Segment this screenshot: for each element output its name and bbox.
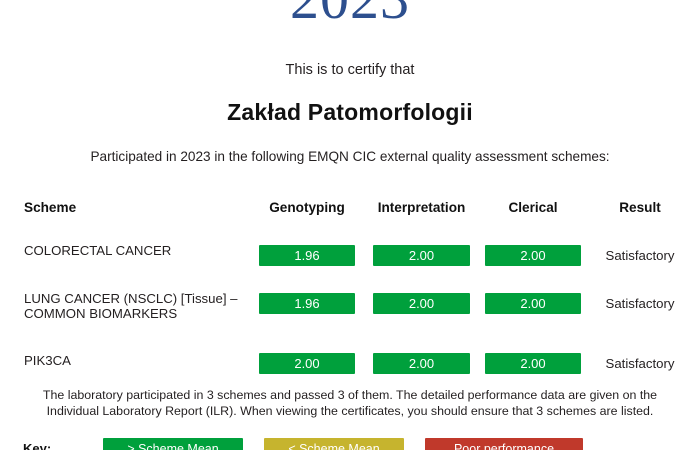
score-genotyping: 2.00 <box>259 353 355 374</box>
score-interpretation: 2.00 <box>373 293 470 314</box>
participation-statement: Participated in 2023 in the following EM… <box>90 149 610 164</box>
score-clerical: 2.00 <box>485 353 581 374</box>
score-clerical: 2.00 <box>485 245 581 266</box>
table-header-row: Scheme Genotyping Interpretation Clerica… <box>0 200 700 221</box>
score-genotyping: 1.96 <box>259 245 355 266</box>
laboratory-name: Zakład Patomorfologii <box>227 99 473 125</box>
footer-note: The laboratory participated in 3 schemes… <box>42 388 658 418</box>
key-item-below-mean: < Scheme Mean <box>264 438 404 450</box>
key-item-poor-performance: Poor performance <box>425 438 583 450</box>
column-header-interpretation: Interpretation <box>377 200 466 215</box>
score-interpretation: 2.00 <box>373 245 470 266</box>
result-status: Satisfactory <box>605 356 675 371</box>
key-legend: Key: > Scheme Mean < Scheme Mean Poor pe… <box>0 436 700 450</box>
certificate-year: 2023 <box>0 0 700 28</box>
scheme-name: PIK3CA <box>24 353 71 368</box>
score-interpretation: 2.00 <box>373 353 470 374</box>
column-header-result: Result <box>619 200 661 215</box>
table-row: LUNG CANCER (NSCLC) [Tissue] – COMMON BI… <box>0 245 700 321</box>
score-genotyping: 1.96 <box>259 293 355 314</box>
key-item-above-mean: > Scheme Mean <box>103 438 243 450</box>
column-header-clerical: Clerical <box>508 200 558 215</box>
scheme-name: LUNG CANCER (NSCLC) [Tissue] – COMMON BI… <box>24 291 238 321</box>
result-status: Satisfactory <box>605 296 675 311</box>
column-header-scheme: Scheme <box>24 200 77 215</box>
table-row: COLORECTAL CANCER 1.96 2.00 2.00 Satisfa… <box>0 221 700 266</box>
key-label: Key: <box>23 441 52 450</box>
result-status: Satisfactory <box>605 248 675 263</box>
column-header-genotyping: Genotyping <box>269 200 345 215</box>
table-row: PIK3CA 2.00 2.00 2.00 Satisfactory <box>0 269 700 374</box>
score-clerical: 2.00 <box>485 293 581 314</box>
certify-statement: This is to certify that <box>285 62 415 78</box>
schemes-table: Scheme Genotyping Interpretation Clerica… <box>0 200 700 374</box>
scheme-name: COLORECTAL CANCER <box>24 243 172 258</box>
